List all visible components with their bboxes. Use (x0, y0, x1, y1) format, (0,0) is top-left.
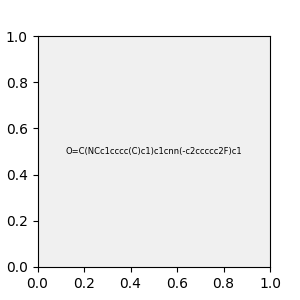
Text: O=C(NCc1cccc(C)c1)c1cnn(-c2ccccc2F)c1: O=C(NCc1cccc(C)c1)c1cnn(-c2ccccc2F)c1 (65, 147, 242, 156)
